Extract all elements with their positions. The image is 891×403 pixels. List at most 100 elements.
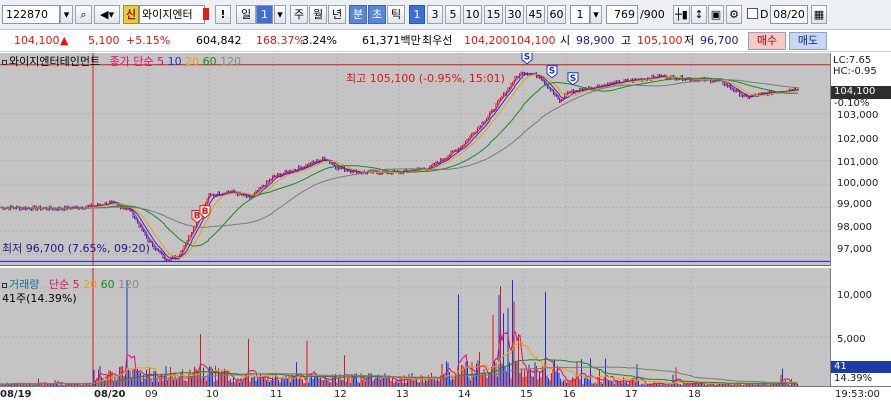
interval-input[interactable]: 1 — [570, 5, 590, 24]
ma-5: 5 — [157, 55, 165, 68]
x-tick: 18 — [688, 389, 701, 400]
ma-60: 60 — [202, 55, 217, 68]
interval-15-button[interactable]: 15 — [484, 5, 503, 24]
signal-badge — [521, 53, 533, 65]
low-annotation: 최저 96,700 (7.65%, 09:20) — [2, 242, 150, 255]
x-tick: 14 — [458, 389, 471, 400]
interval-60-button[interactable]: 60 — [547, 5, 566, 24]
x-tick: 15 — [520, 389, 533, 400]
interval-dropdown-button[interactable]: ▾ — [590, 5, 602, 24]
settings-button[interactable]: ⚙ — [726, 5, 742, 24]
ma-line-120 — [0, 79, 799, 228]
code-dropdown-button[interactable]: ▾ — [60, 5, 73, 24]
date-checkbox[interactable] — [747, 8, 758, 19]
save-icon: ▣ — [710, 8, 722, 21]
interval-5-button[interactable]: 5 — [445, 5, 461, 24]
current-volume-tag: 41 — [831, 361, 891, 373]
prev-next-button[interactable]: ◀▾ — [94, 5, 120, 24]
vol-ma-5: 5 — [72, 278, 80, 291]
period-dropdown-button[interactable]: ▾ — [274, 5, 286, 24]
vol-y-tick: 10,000 — [837, 290, 872, 301]
current-price: 104,100 — [14, 34, 60, 47]
tick-button[interactable]: 틱 — [387, 5, 405, 24]
quote-bar: 104,100 ▲ 5,100 +5.15% 604,842 168.37% 3… — [0, 30, 891, 52]
alert-button[interactable]: ! — [215, 5, 231, 24]
ma-10: 10 — [167, 55, 182, 68]
hc-label: HC:-0.95 — [833, 66, 877, 77]
save-button[interactable]: ▣ — [708, 5, 724, 24]
stock-name-field[interactable]: 와이지엔터 — [139, 5, 205, 24]
y-tick: 100,000 — [837, 178, 879, 189]
indicator-button[interactable]: ↕ — [691, 5, 707, 24]
signal-marker: S — [521, 53, 533, 65]
price-chart[interactable]: B B S S S — [0, 53, 830, 266]
vol-y-tick: 5,000 — [837, 334, 866, 345]
signal-marker: B — [199, 205, 211, 219]
candle-icon: ┼▮ — [675, 8, 688, 21]
code-input[interactable]: 122870 — [2, 5, 60, 24]
market-badge: 신 — [123, 5, 139, 24]
interval-1-button[interactable]: 1 — [409, 5, 425, 24]
period-week-button[interactable]: 주 — [290, 5, 308, 24]
sell-button[interactable]: 매도 — [789, 32, 827, 50]
y-tick: 101,000 — [837, 157, 879, 168]
current-pct-tag: -0.10% — [834, 98, 870, 109]
calendar-icon: ▦ — [813, 8, 825, 21]
candle-settings-button[interactable]: ┼▮ — [673, 5, 690, 24]
price-change-pct: +5.15% — [126, 34, 171, 47]
volume-chart[interactable] — [0, 268, 830, 386]
x-tick: 13 — [396, 389, 409, 400]
vol-ma-120: 120 — [118, 278, 140, 291]
low-label: 저 — [684, 34, 695, 47]
trade-amount: 61,371백만 — [362, 34, 421, 47]
search-icon: ⌕ — [80, 8, 87, 21]
best-quote-label: 최우선 — [422, 34, 453, 47]
y-tick: 98,000 — [837, 222, 872, 233]
high-annotation: 최고 105,100 (-0.95%, 15:01) — [346, 72, 505, 85]
volume-chart-panel[interactable]: 거래량 단순 5 20 60 120 41주(14.39%) — [0, 268, 830, 386]
best-ask: 104,200 — [464, 34, 510, 47]
signal-badge — [546, 65, 558, 79]
speaker-icon: ◀▾ — [100, 8, 114, 21]
volume-axis: 10,000 5,000 41 14.39% — [830, 268, 891, 386]
volume-ratio: 168.37% — [256, 34, 305, 47]
signal-label: S — [549, 67, 555, 77]
second-button[interactable]: 초 — [368, 5, 386, 24]
period-day-button[interactable]: 일 — [236, 5, 256, 24]
signal-label: S — [524, 53, 530, 63]
current-price-tag: 104,100 — [831, 86, 891, 99]
panel-marker-icon — [2, 283, 7, 288]
buy-button[interactable]: 매수 — [748, 32, 786, 50]
flag-icon — [203, 8, 209, 20]
chevron-down-icon: ▾ — [63, 8, 70, 21]
search-button[interactable]: ⌕ — [75, 5, 92, 24]
price-panel-header: 와이지엔터테인먼트 종가 단순 5 10 20 60 120 — [2, 55, 241, 68]
open-price: 98,900 — [576, 34, 615, 47]
minute-button[interactable]: 분 — [349, 5, 367, 24]
volume-value: 604,842 — [196, 34, 242, 47]
period-month-button[interactable]: 월 — [309, 5, 327, 24]
interval-3-button[interactable]: 3 — [427, 5, 443, 24]
y-tick: 97,000 — [837, 244, 872, 255]
toolbar: 122870 ▾ ⌕ ◀▾ 신 와이지엔터 ! 일 1 ▾ 주 월 년 분 초 … — [0, 0, 891, 30]
calendar-button[interactable]: ▦ — [811, 5, 827, 24]
date-prefix: D — [760, 8, 769, 21]
best-bid: 104,100 — [510, 34, 556, 47]
period-num-input[interactable]: 1 — [256, 5, 273, 24]
interval-30-button[interactable]: 30 — [505, 5, 524, 24]
turnover-ratio: 3.24% — [302, 34, 337, 47]
period-year-button[interactable]: 년 — [328, 5, 346, 24]
open-label: 시 — [560, 34, 571, 47]
price-axis: LC:7.65 HC:-0.95 104,100 -0.10% 103,000 … — [830, 53, 891, 266]
date-input[interactable]: 08/20 — [770, 5, 808, 24]
interval-10-button[interactable]: 10 — [463, 5, 482, 24]
signal-marker: S — [567, 72, 579, 86]
price-change: 5,100 — [88, 34, 120, 47]
interval-45-button[interactable]: 45 — [526, 5, 545, 24]
vol-ma-label: 단순 — [48, 278, 70, 291]
volume-title: 거래량 — [9, 278, 40, 291]
x-tick: 08/20 — [94, 389, 126, 400]
count-input[interactable]: 769 — [606, 5, 638, 24]
x-tick: 17 — [625, 389, 638, 400]
